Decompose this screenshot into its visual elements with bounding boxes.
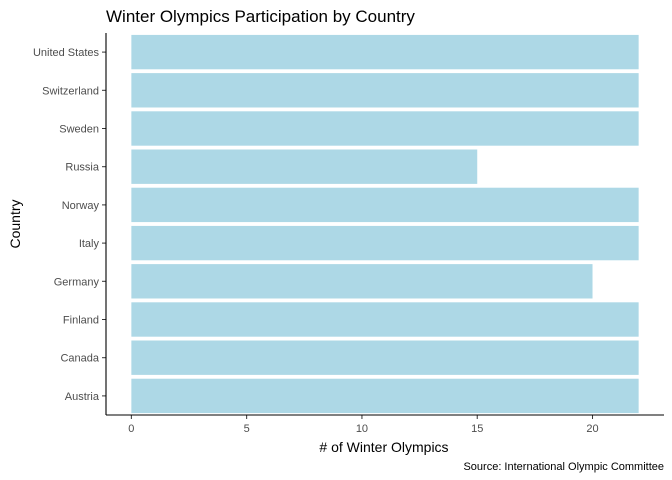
x-axis-title: # of Winter Olympics	[319, 439, 448, 455]
bar-canada	[131, 340, 639, 375]
bar-switzerland	[131, 73, 639, 108]
y-tick-label-austria: Austria	[65, 391, 100, 403]
x-tick-label-20: 20	[586, 423, 598, 435]
y-axis-ticks: Austria Canada Finland Germany Italy Norway Ru…	[33, 47, 106, 403]
bar-austria	[131, 378, 639, 414]
bar-finland	[131, 302, 639, 337]
bar-united-states	[131, 34, 639, 70]
bar-russia	[131, 149, 478, 184]
chart-caption: Source: International Olympic Committee	[463, 461, 664, 473]
chart-title: Winter Olympics Participation by Country	[106, 7, 415, 26]
y-tick-label-germany: Germany	[54, 276, 100, 288]
x-tick-label-5: 5	[244, 423, 250, 435]
y-tick-label-switzerland: Switzerland	[42, 85, 99, 97]
bar-sweden	[131, 111, 639, 146]
y-tick-label-canada: Canada	[60, 353, 99, 365]
y-axis-title: Country	[7, 199, 23, 248]
x-tick-label-10: 10	[356, 423, 368, 435]
x-tick-label-0: 0	[128, 423, 134, 435]
bar-germany	[131, 264, 593, 299]
y-tick-label-sweden: Sweden	[59, 124, 99, 136]
y-tick-label-finland: Finland	[63, 315, 99, 327]
bar-italy	[131, 225, 639, 261]
y-tick-label-italy: Italy	[79, 238, 100, 250]
bar-norway	[131, 187, 639, 223]
x-tick-label-15: 15	[471, 423, 483, 435]
y-tick-label-russia: Russia	[65, 162, 100, 174]
bars-group	[131, 34, 639, 414]
y-tick-label-united-states: United States	[33, 47, 100, 59]
x-axis-ticks: 0 5 10 15 20	[128, 415, 599, 435]
y-tick-label-norway: Norway	[62, 200, 100, 212]
